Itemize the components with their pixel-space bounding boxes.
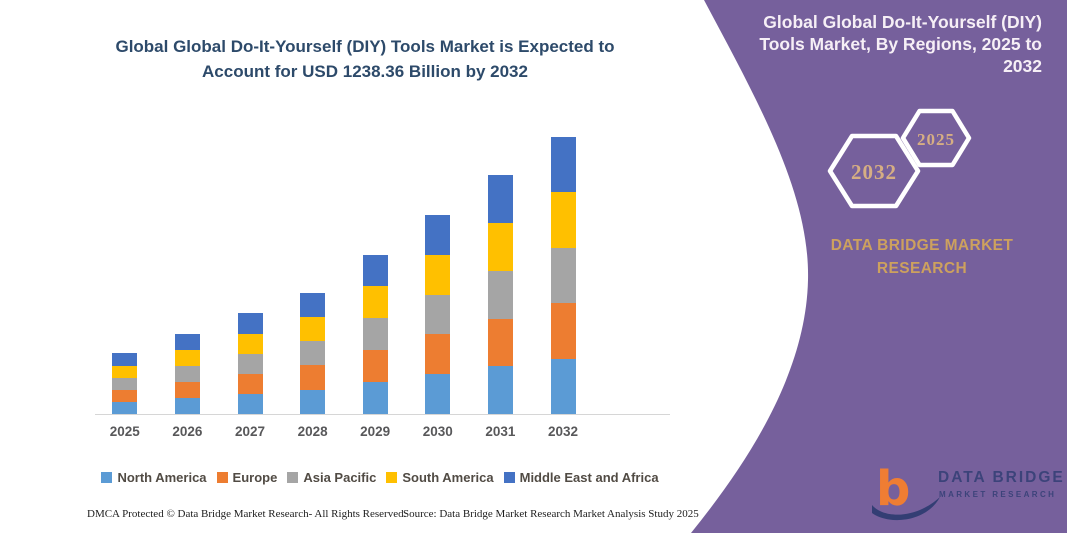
legend-item-south-america: South America (386, 470, 494, 485)
bar-segment-europe (487, 318, 513, 367)
bar-segment-asia-pacific (550, 247, 576, 304)
hexagon-badge-2032 (827, 133, 921, 209)
panel-title: Global Global Do-It-Yourself (DIY) Tools… (742, 11, 1042, 77)
bar-segment-north-america (237, 393, 263, 414)
bar-segment-middle-east-and-africa (300, 292, 326, 317)
x-axis-label-2031: 2031 (485, 424, 516, 439)
bar-segment-europe (550, 303, 576, 359)
bar-segment-asia-pacific (300, 341, 326, 366)
legend-label: Asia Pacific (303, 470, 377, 485)
legend-swatch-icon (386, 472, 398, 483)
bar-segment-middle-east-and-africa (425, 214, 451, 255)
footer-source-text: Source: Data Bridge Market Research Mark… (403, 508, 699, 520)
data-bridge-logo: b DATA BRIDGE MARKET RESEARCH (872, 461, 1065, 521)
bar-segment-asia-pacific (174, 366, 200, 383)
bar-segment-north-america (362, 382, 388, 414)
badge-year-2025: 2025 (917, 130, 955, 149)
legend-item-asia-pacific: Asia Pacific (287, 470, 376, 485)
x-axis-label-2029: 2029 (360, 424, 391, 439)
legend-label: South America (402, 470, 494, 485)
bar-segment-asia-pacific (112, 377, 138, 390)
bar-2030 (425, 130, 451, 414)
legend-swatch-icon (216, 472, 228, 483)
legend-item-europe: Europe (216, 470, 278, 485)
panel-title-line3: 2032 (1003, 56, 1042, 76)
logo-wordmark: DATA BRIDGE (938, 469, 1065, 486)
x-axis-label-2030: 2030 (422, 424, 453, 439)
bar-2026 (174, 130, 200, 414)
brand-text-line2: RESEARCH (876, 260, 968, 277)
legend-swatch-icon (503, 472, 515, 483)
chart-legend: North America Europe Asia Pacific South Ame… (80, 470, 680, 485)
x-axis-labels: 2025 2026 2027 2028 2029 2030 2031 2032 (0, 424, 1067, 442)
legend-swatch-icon (101, 472, 113, 483)
bar-segment-asia-pacific (237, 353, 263, 374)
badge-year-2032: 2032 (851, 160, 897, 184)
bar-2029 (362, 130, 388, 414)
bar-segment-asia-pacific (487, 270, 513, 319)
bar-segment-north-america (425, 374, 451, 414)
x-axis-label-2025: 2025 (109, 424, 140, 439)
bar-segment-europe (425, 334, 451, 375)
bar-segment-south-america (112, 365, 138, 378)
bar-segment-north-america (174, 398, 200, 414)
bar-segment-south-america (174, 350, 200, 367)
bar-2031 (487, 130, 513, 414)
bar-segment-europe (174, 382, 200, 399)
legend-swatch-icon (287, 472, 299, 483)
bar-2032 (550, 130, 576, 414)
logo-swoosh (872, 497, 940, 521)
purple-panel-shape (691, 0, 1067, 533)
chart-title-line1: Global Global Do-It-Yourself (DIY) Tools… (115, 37, 615, 56)
bar-segment-south-america (550, 192, 576, 248)
bar-segment-europe (112, 389, 138, 402)
panel-title-line1: Global Global Do-It-Yourself (DIY) (763, 12, 1042, 32)
bar-segment-north-america (487, 366, 513, 414)
bar-segment-middle-east-and-africa (550, 137, 576, 193)
bar-segment-south-america (362, 286, 388, 319)
legend-label: North America (117, 470, 207, 485)
x-axis-label-2027: 2027 (234, 424, 266, 439)
panel-title-line2: Tools Market, By Regions, 2025 to (759, 34, 1042, 54)
bar-segment-europe (362, 350, 388, 383)
x-axis-label-2032: 2032 (547, 424, 579, 439)
brand-text: DATA BRIDGE MARKET RESEARCH (802, 234, 1042, 280)
x-axis-label-2028: 2028 (297, 424, 328, 439)
chart-title-line2: Account for USD 1238.36 Billion by 2032 (202, 62, 528, 81)
brand-text-line1: DATA BRIDGE MARKET (830, 237, 1014, 254)
bar-segment-europe (237, 373, 263, 394)
logo-b-mark: b (876, 461, 910, 517)
hexagon-badge-2025 (900, 108, 972, 168)
footer-dmca-text: DMCA Protected © Data Bridge Market Rese… (87, 508, 407, 520)
legend-label: Middle East and Africa (519, 470, 659, 485)
legend-item-middle-east-and-africa: Middle East and Africa (503, 470, 659, 485)
bar-segment-south-america (300, 316, 326, 342)
bar-segment-south-america (237, 333, 263, 354)
bar-segment-asia-pacific (362, 318, 388, 351)
bar-segment-europe (300, 365, 326, 390)
bar-segment-middle-east-and-africa (237, 313, 263, 334)
bar-2028 (300, 130, 326, 414)
bar-segment-south-america (425, 254, 451, 295)
logo-subtext: MARKET RESEARCH (939, 490, 1056, 499)
bar-segment-middle-east-and-africa (362, 254, 388, 287)
bar-segment-middle-east-and-africa (112, 353, 138, 366)
bar-segment-middle-east-and-africa (487, 175, 513, 224)
bar-2027 (237, 130, 263, 414)
bar-segment-asia-pacific (425, 294, 451, 335)
bar-segment-north-america (300, 389, 326, 414)
chart-title: Global Global Do-It-Yourself (DIY) Tools… (55, 34, 675, 84)
bar-segment-south-america (487, 223, 513, 271)
chart-plot-area (95, 130, 670, 415)
bar-segment-north-america (550, 358, 576, 414)
legend-item-north-america: North America (101, 470, 207, 485)
bar-segment-middle-east-and-africa (174, 334, 200, 351)
legend-label: Europe (232, 470, 278, 485)
bar-2025 (112, 130, 138, 414)
x-axis-label-2026: 2026 (172, 424, 203, 439)
bar-segment-north-america (112, 401, 138, 414)
